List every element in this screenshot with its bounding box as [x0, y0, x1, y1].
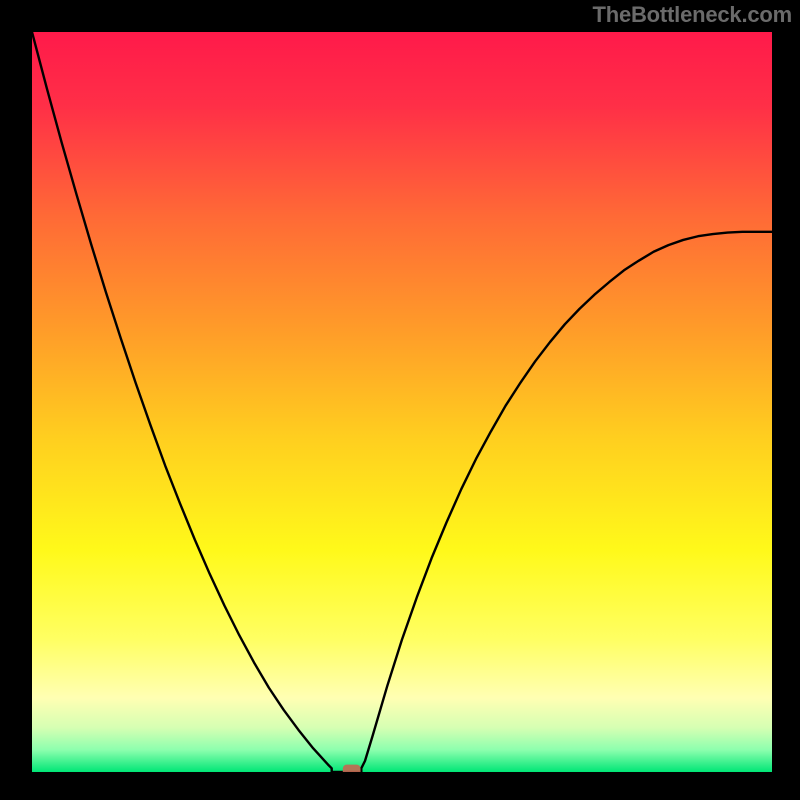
chart-svg: [32, 32, 772, 772]
watermark-text: TheBottleneck.com: [592, 2, 792, 28]
plot-area: [32, 32, 772, 772]
chart-container: TheBottleneck.com: [0, 0, 800, 800]
valley-marker: [343, 765, 361, 772]
